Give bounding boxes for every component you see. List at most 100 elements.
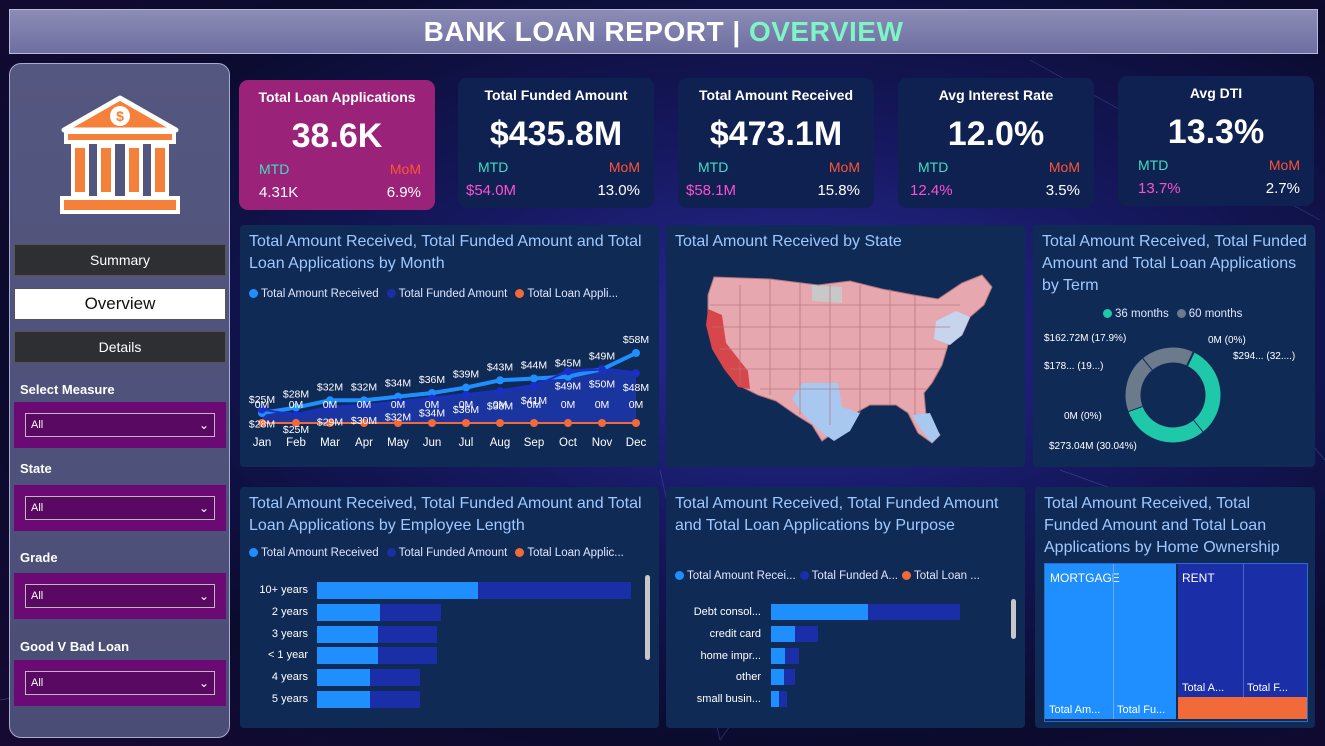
- legend-item-funded: Total Funded A...: [799, 570, 898, 582]
- funded-point: [394, 398, 402, 407]
- received-data-label: $32M: [317, 381, 343, 393]
- filter-goodbad-dropdown[interactable]: All ⌄: [25, 671, 215, 695]
- kpi-mom-value: 3.5%: [1045, 182, 1080, 199]
- bar-funded[interactable]: [867, 604, 960, 620]
- kpi-value: $435.8M: [489, 115, 623, 153]
- filter-grade-box: All ⌄: [14, 573, 226, 619]
- received-point: [360, 396, 368, 405]
- x-tick-label: Apr: [355, 437, 373, 449]
- bar-funded[interactable]: [378, 647, 437, 665]
- applications-point: [496, 419, 504, 427]
- map-region-north-dakota: [812, 285, 842, 303]
- bar-received[interactable]: [317, 691, 370, 708]
- x-tick-label: Jul: [459, 437, 474, 449]
- donut-slice[interactable]: [1143, 347, 1194, 370]
- x-tick-label: Oct: [559, 437, 578, 449]
- filter-measure-dropdown[interactable]: All ⌄: [25, 413, 215, 437]
- legend-item-applications: Total Loan Appli...: [515, 288, 618, 300]
- bar-category-label: 2 years: [271, 605, 308, 618]
- filter-state-dropdown[interactable]: All ⌄: [25, 496, 215, 520]
- funded-data-label: $38M: [487, 400, 513, 412]
- applications-point: [632, 419, 640, 427]
- kpi-total-amount-received: Total Amount Received $473.1M MTD MoM $5…: [678, 78, 874, 208]
- kpi-mtd-label: MTD: [478, 159, 509, 175]
- term-label-2: 0M (0%): [1208, 335, 1246, 346]
- kpi-mom-value: 15.8%: [817, 182, 860, 199]
- donut-slice[interactable]: [1125, 358, 1153, 412]
- us-map[interactable]: [700, 265, 1000, 455]
- bar-received[interactable]: [317, 582, 479, 599]
- donut-slice[interactable]: [1186, 352, 1221, 433]
- bar-funded[interactable]: [369, 669, 420, 687]
- monthly-chart-title: Total Amount Received, Total Funded Amou…: [249, 233, 642, 272]
- bar-funded[interactable]: [478, 582, 632, 599]
- bar-funded[interactable]: [379, 603, 441, 621]
- bar-category-label: Debt consol...: [693, 606, 761, 618]
- bar-funded[interactable]: [378, 625, 437, 643]
- bar-received[interactable]: [317, 625, 379, 643]
- bar-funded[interactable]: [369, 691, 420, 708]
- bar-funded[interactable]: [785, 647, 799, 664]
- bar-funded[interactable]: [779, 691, 787, 708]
- bar-received[interactable]: [771, 691, 780, 708]
- legend-item-60-months: 60 months: [1176, 308, 1242, 320]
- kpi-avg-dti: Avg DTI 13.3% MTD MoM 13.7% 2.7%: [1118, 76, 1314, 206]
- funded-data-label: $36M: [453, 404, 479, 416]
- treemap-applications[interactable]: [1178, 697, 1307, 719]
- kpi-title: Total Amount Received: [698, 87, 854, 103]
- received-data-label: $45M: [555, 358, 581, 370]
- x-tick-label: May: [387, 437, 409, 449]
- term-label-4: $178... (19...): [1044, 361, 1104, 372]
- applications-data-label: 0M: [323, 399, 338, 411]
- treemap-label-rent: RENT: [1182, 571, 1215, 585]
- filter-grade-dropdown[interactable]: All ⌄: [25, 584, 215, 608]
- filter-state-box: All ⌄: [14, 485, 226, 531]
- received-line: [261, 351, 637, 415]
- scrollbar[interactable]: [645, 575, 650, 660]
- applications-point: [360, 419, 368, 427]
- x-tick-label: Jun: [423, 437, 442, 449]
- kpi-total-funded-amount: Total Funded Amount $435.8M MTD MoM $54.…: [458, 78, 654, 208]
- applications-data-label: 0M: [459, 399, 474, 411]
- funded-line: [261, 368, 637, 417]
- received-data-label: $39M: [453, 369, 479, 381]
- bar-received[interactable]: [317, 603, 380, 621]
- bar-received[interactable]: [771, 625, 796, 642]
- received-point: [496, 376, 504, 385]
- monthly-chart-panel: Total Amount Received, Total Funded Amou…: [240, 225, 659, 467]
- filter-measure-box: All ⌄: [14, 402, 226, 448]
- funded-point: [326, 403, 334, 412]
- bar-funded[interactable]: [795, 625, 819, 642]
- scrollbar[interactable]: [1011, 599, 1016, 639]
- bar-received[interactable]: [771, 604, 868, 620]
- treemap-rent[interactable]: RENT Total A... Total F...: [1178, 564, 1307, 697]
- legend-item-funded: Total Funded Amount: [386, 547, 507, 559]
- purpose-legend: Total Amount Recei... Total Funded A... To…: [675, 570, 988, 582]
- donut-slice[interactable]: [1128, 405, 1203, 443]
- funded-data-label: $48M: [623, 382, 649, 394]
- bar-category-label: other: [735, 671, 761, 684]
- dropdown-value: All: [31, 419, 44, 431]
- bar-received[interactable]: [771, 669, 784, 686]
- map-region-florida: [912, 413, 940, 443]
- kpi-mtd-label: MTD: [1138, 157, 1169, 173]
- map-region-texas: [792, 383, 860, 441]
- applications-data-label: 0M: [527, 399, 542, 411]
- nav-details-button[interactable]: Details: [14, 331, 226, 363]
- bar-received[interactable]: [317, 669, 370, 687]
- bar-category-label: small busin...: [696, 693, 761, 706]
- received-point: [428, 389, 436, 397]
- bar-received[interactable]: [317, 647, 379, 665]
- applications-point: [598, 419, 606, 427]
- treemap-mortgage[interactable]: MORTGAGE Total Am... Total Fu...: [1045, 564, 1177, 719]
- term-donut-panel: Total Amount Received, Total Funded Amou…: [1033, 225, 1315, 467]
- kpi-value: $473.1M: [709, 115, 843, 153]
- bar-received[interactable]: [771, 647, 786, 664]
- x-tick-label: Aug: [490, 437, 510, 449]
- kpi-title: Total Loan Applications: [258, 89, 416, 105]
- nav-overview-button[interactable]: Overview: [14, 288, 226, 320]
- term-label-3: $294... (32....): [1233, 351, 1296, 362]
- nav-summary-button[interactable]: Summary: [14, 244, 226, 276]
- bar-funded[interactable]: [783, 669, 796, 686]
- home-ownership-title: Total Amount Received, Total Funded Amou…: [1044, 495, 1280, 556]
